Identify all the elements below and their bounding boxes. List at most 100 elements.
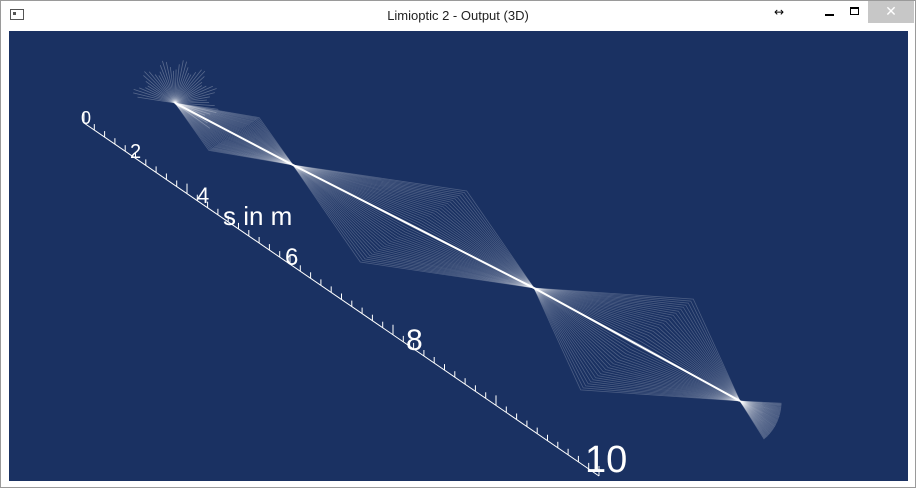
ray bbox=[292, 164, 535, 289]
ray bbox=[292, 164, 535, 289]
ray bbox=[292, 164, 535, 289]
ray bbox=[739, 400, 779, 420]
ray bbox=[292, 164, 535, 289]
ray bbox=[292, 164, 535, 289]
title-bar[interactable]: Limioptic 2 - Output (3D) ↔ ✕ bbox=[1, 1, 915, 31]
tick-label-8: 8 bbox=[406, 324, 423, 357]
ray bbox=[174, 81, 203, 104]
ray bbox=[174, 102, 294, 166]
ray bbox=[533, 287, 741, 402]
tick-label-10: 10 bbox=[585, 439, 627, 481]
maximize-icon bbox=[850, 7, 859, 15]
ray bbox=[533, 287, 741, 402]
ray bbox=[292, 164, 535, 289]
ray bbox=[292, 164, 535, 289]
ray bbox=[174, 102, 294, 166]
ray bbox=[174, 102, 294, 166]
ray bbox=[739, 400, 774, 430]
ray bbox=[292, 164, 535, 289]
ray bbox=[739, 400, 765, 440]
minimize-button[interactable] bbox=[819, 1, 841, 23]
ray bbox=[174, 85, 213, 104]
ray bbox=[174, 69, 202, 104]
ray bbox=[174, 102, 211, 115]
ray bbox=[739, 400, 770, 435]
ray bbox=[533, 287, 741, 402]
ray bbox=[174, 102, 294, 166]
ray bbox=[739, 400, 772, 432]
ray bbox=[739, 400, 774, 429]
window-title: Limioptic 2 - Output (3D) bbox=[387, 8, 529, 23]
ray bbox=[174, 102, 294, 166]
axis-minor-ticks bbox=[83, 113, 600, 476]
ray bbox=[533, 287, 741, 402]
ray bbox=[292, 164, 535, 289]
ray bbox=[292, 164, 535, 289]
ray bbox=[739, 400, 781, 414]
ray bbox=[739, 400, 767, 438]
ray bbox=[533, 287, 741, 402]
ray bbox=[159, 65, 176, 104]
ray bbox=[174, 102, 294, 166]
3d-viewport[interactable]: 0 2 4 6 8 10 s in m bbox=[9, 31, 908, 481]
ray bbox=[174, 61, 187, 104]
ray bbox=[533, 287, 741, 402]
ray bbox=[533, 287, 741, 402]
ray bbox=[739, 400, 777, 424]
ray bbox=[739, 400, 771, 434]
ray bbox=[174, 102, 294, 166]
ray bbox=[533, 287, 741, 402]
ray bbox=[533, 287, 741, 402]
ray bbox=[174, 60, 184, 104]
ray bbox=[739, 400, 781, 413]
ray bbox=[292, 164, 535, 289]
close-button[interactable]: ✕ bbox=[868, 1, 914, 23]
app-icon[interactable] bbox=[10, 9, 24, 20]
ray bbox=[533, 287, 741, 402]
ray bbox=[174, 102, 294, 166]
ray bbox=[739, 400, 782, 404]
ray bbox=[533, 287, 741, 402]
ray bbox=[143, 75, 176, 104]
ray bbox=[174, 85, 207, 104]
ray bbox=[174, 102, 294, 166]
maximize-button[interactable] bbox=[844, 1, 866, 23]
ray bbox=[174, 102, 294, 166]
ray bbox=[174, 102, 294, 166]
ray bbox=[174, 71, 197, 104]
ray bbox=[292, 164, 535, 289]
ray bbox=[145, 80, 176, 104]
ray bbox=[533, 287, 741, 402]
ray bbox=[739, 400, 773, 432]
ray bbox=[173, 70, 176, 104]
ray bbox=[292, 164, 535, 289]
ray bbox=[174, 72, 190, 104]
ray bbox=[292, 164, 535, 289]
ray bbox=[739, 400, 782, 405]
tick-label-4: 4 bbox=[197, 183, 209, 208]
ray bbox=[137, 96, 176, 104]
ray bbox=[174, 102, 294, 166]
ray bbox=[139, 87, 176, 104]
ray bbox=[533, 287, 741, 402]
ray bbox=[533, 287, 741, 402]
ray bbox=[533, 287, 741, 402]
resize-button[interactable]: ↔ bbox=[773, 5, 785, 19]
ray bbox=[292, 164, 535, 289]
ray bbox=[739, 400, 782, 406]
ray bbox=[159, 71, 176, 104]
ray bbox=[174, 102, 294, 166]
ray bbox=[292, 164, 535, 289]
ray bbox=[739, 400, 766, 439]
ray bbox=[292, 164, 535, 289]
ray bbox=[174, 102, 294, 166]
ray bbox=[174, 102, 294, 166]
ray bbox=[739, 400, 780, 416]
ray bbox=[174, 102, 294, 166]
ray bbox=[292, 164, 535, 289]
ray bbox=[292, 164, 535, 289]
ray bbox=[174, 96, 210, 104]
ray bbox=[533, 287, 741, 402]
ray bbox=[533, 287, 741, 402]
